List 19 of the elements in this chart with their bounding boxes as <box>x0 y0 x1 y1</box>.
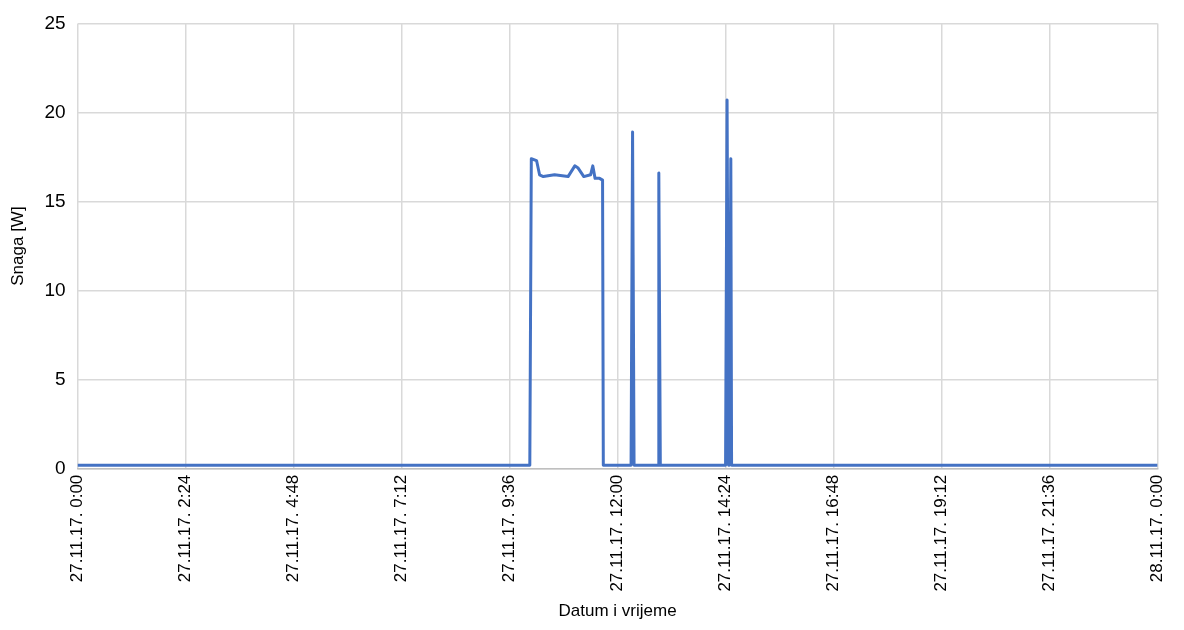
x-tick-label: 27.11.17. 7:12 <box>391 474 411 583</box>
x-tick-label: 27.11.17. 2:24 <box>175 474 195 583</box>
x-tick-label: 27.11.17. 9:36 <box>499 474 519 583</box>
x-tick-label: 28.11.17. 0:00 <box>1147 474 1167 583</box>
x-axis-title: Datum i vrijeme <box>558 601 677 621</box>
y-tick-label: 0 <box>54 456 66 478</box>
x-tick-label: 27.11.17. 14:24 <box>715 474 735 592</box>
x-tick-label: 27.11.17. 0:00 <box>67 474 87 583</box>
y-tick-label: 5 <box>54 367 66 389</box>
x-tick-label: 27.11.17. 21:36 <box>1039 474 1059 592</box>
y-tick-label: 25 <box>44 11 66 33</box>
y-tick-label: 10 <box>44 278 66 300</box>
x-tick-label: 27.11.17. 16:48 <box>823 474 843 592</box>
y-axis-title: Snaga [W] <box>7 206 27 286</box>
x-tick-label: 27.11.17. 4:48 <box>283 474 303 583</box>
y-tick-label: 20 <box>44 100 66 122</box>
x-tick-label: 27.11.17. 12:00 <box>607 474 627 592</box>
y-tick-label: 15 <box>44 189 66 211</box>
x-tick-label: 27.11.17. 19:12 <box>931 474 951 592</box>
